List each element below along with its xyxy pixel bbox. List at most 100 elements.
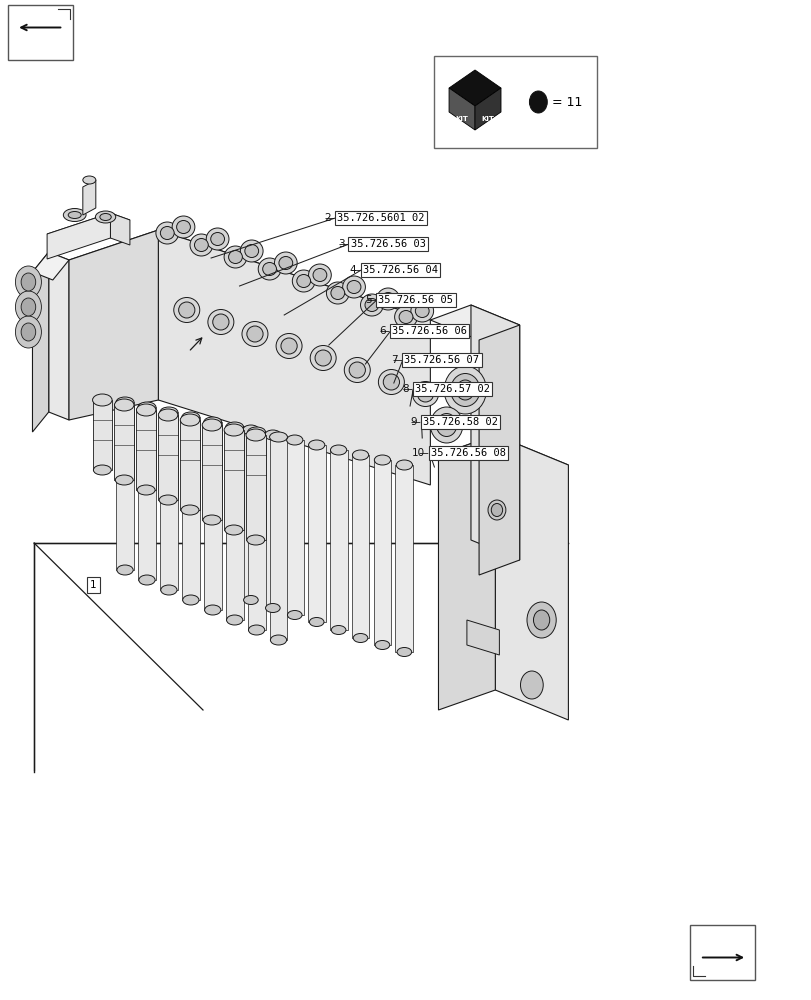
Polygon shape (49, 252, 69, 420)
Text: 3: 3 (337, 239, 344, 249)
Ellipse shape (247, 427, 265, 437)
Ellipse shape (349, 362, 365, 378)
Text: 35.726.56 08: 35.726.56 08 (431, 448, 505, 458)
Ellipse shape (180, 414, 200, 426)
Ellipse shape (182, 595, 199, 605)
Ellipse shape (313, 268, 326, 282)
Ellipse shape (160, 407, 178, 417)
Polygon shape (448, 88, 474, 130)
Ellipse shape (265, 603, 280, 612)
Text: KIT: KIT (455, 116, 468, 122)
Polygon shape (224, 430, 243, 530)
Polygon shape (110, 213, 130, 245)
Ellipse shape (224, 246, 247, 268)
Circle shape (21, 298, 36, 316)
Polygon shape (225, 427, 243, 620)
Ellipse shape (138, 402, 156, 412)
Ellipse shape (224, 424, 243, 436)
Polygon shape (246, 435, 265, 540)
Ellipse shape (226, 615, 242, 625)
Ellipse shape (178, 302, 195, 318)
Polygon shape (478, 325, 519, 575)
Text: —: — (366, 295, 375, 305)
Polygon shape (373, 460, 391, 645)
Polygon shape (438, 435, 495, 710)
Ellipse shape (353, 634, 367, 643)
Polygon shape (247, 432, 265, 630)
Polygon shape (264, 435, 281, 608)
Polygon shape (470, 305, 519, 560)
Text: 8: 8 (401, 384, 408, 394)
FancyBboxPatch shape (8, 5, 73, 60)
Ellipse shape (326, 282, 349, 304)
Ellipse shape (116, 397, 134, 407)
Polygon shape (180, 420, 200, 510)
Ellipse shape (430, 407, 462, 443)
Ellipse shape (270, 635, 286, 645)
Ellipse shape (210, 232, 224, 245)
Polygon shape (47, 213, 110, 259)
Ellipse shape (410, 300, 433, 322)
FancyBboxPatch shape (434, 56, 596, 148)
Ellipse shape (330, 445, 346, 455)
Polygon shape (351, 455, 369, 638)
Polygon shape (269, 437, 287, 640)
Text: 35.726.5601 02: 35.726.5601 02 (337, 213, 424, 223)
Text: —: — (418, 448, 428, 458)
Ellipse shape (158, 409, 178, 421)
Ellipse shape (203, 515, 221, 525)
Ellipse shape (347, 280, 361, 294)
Polygon shape (32, 252, 49, 432)
Ellipse shape (414, 304, 428, 318)
Ellipse shape (174, 298, 200, 322)
Text: —: — (338, 239, 348, 249)
Text: 35.726.56 04: 35.726.56 04 (363, 265, 437, 275)
Polygon shape (285, 440, 303, 615)
Text: 2: 2 (324, 213, 330, 223)
Text: —: — (410, 417, 420, 427)
Ellipse shape (286, 435, 303, 445)
Ellipse shape (136, 404, 156, 416)
Ellipse shape (242, 322, 268, 347)
Ellipse shape (308, 264, 331, 286)
Ellipse shape (68, 212, 81, 219)
Ellipse shape (202, 419, 221, 431)
Polygon shape (32, 252, 69, 280)
Polygon shape (329, 450, 347, 630)
Ellipse shape (412, 381, 438, 406)
Text: 35.726.58 02: 35.726.58 02 (423, 417, 497, 427)
Ellipse shape (352, 450, 368, 460)
Ellipse shape (247, 326, 263, 342)
Circle shape (15, 291, 41, 323)
Ellipse shape (114, 399, 134, 411)
Ellipse shape (208, 310, 234, 334)
Polygon shape (83, 180, 96, 215)
Ellipse shape (242, 425, 259, 435)
Polygon shape (395, 465, 413, 652)
Ellipse shape (63, 209, 86, 222)
Polygon shape (474, 88, 500, 130)
Polygon shape (160, 412, 178, 590)
Polygon shape (430, 305, 519, 340)
Ellipse shape (397, 648, 411, 656)
Polygon shape (495, 435, 568, 720)
Ellipse shape (344, 358, 370, 382)
Circle shape (520, 671, 543, 699)
Polygon shape (69, 230, 158, 420)
Circle shape (526, 602, 556, 638)
Ellipse shape (279, 256, 292, 269)
Ellipse shape (376, 288, 399, 310)
Polygon shape (47, 213, 130, 241)
Text: —: — (350, 265, 360, 275)
Polygon shape (202, 425, 221, 520)
Ellipse shape (292, 270, 315, 292)
Ellipse shape (181, 505, 199, 515)
Ellipse shape (245, 244, 258, 257)
Text: 5: 5 (365, 295, 371, 305)
Polygon shape (438, 435, 568, 485)
Ellipse shape (139, 575, 155, 585)
Ellipse shape (160, 227, 174, 239)
Ellipse shape (417, 386, 433, 402)
Ellipse shape (315, 350, 331, 366)
Ellipse shape (264, 430, 281, 440)
